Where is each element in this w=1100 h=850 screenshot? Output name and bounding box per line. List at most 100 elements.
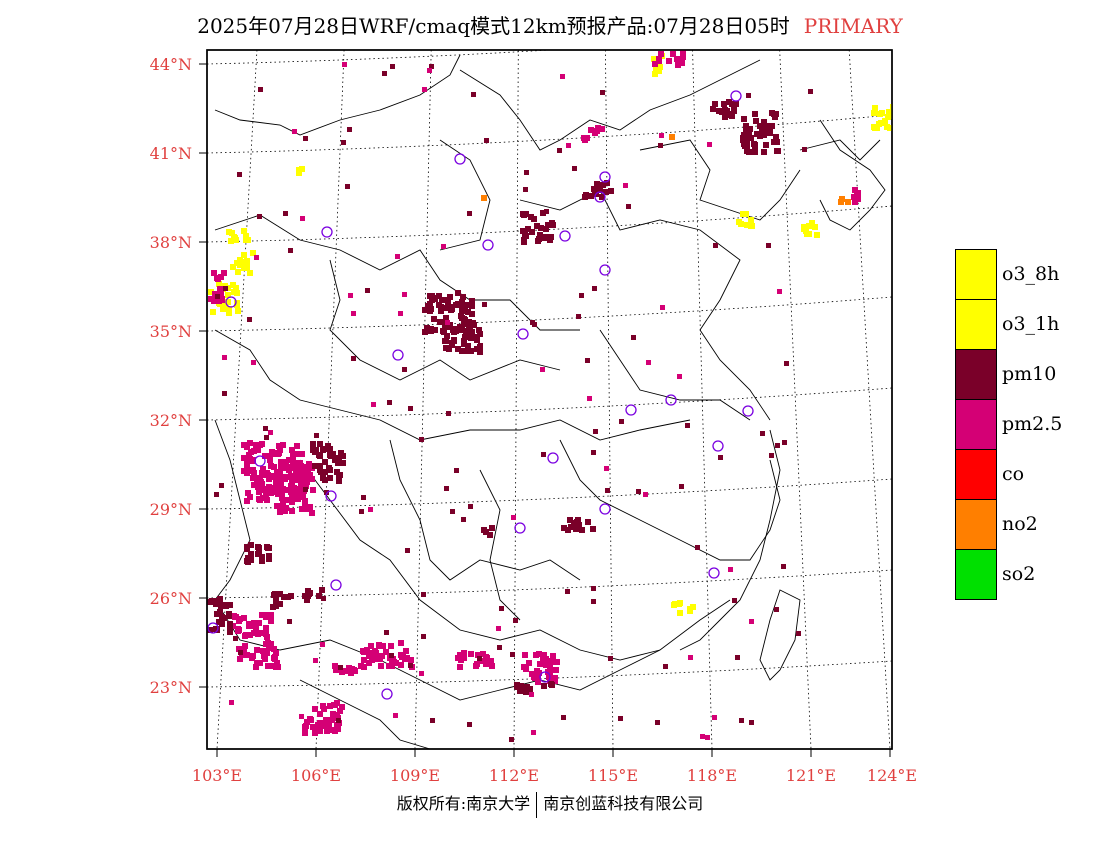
latitude-line: [207, 205, 892, 243]
pollution-cell: [623, 183, 628, 188]
lat-label: 35°N: [149, 322, 192, 341]
pollution-cell: [297, 494, 303, 500]
pollution-cell: [303, 483, 309, 489]
pollution-cell: [523, 211, 529, 217]
legend-label: o3_8h: [1002, 263, 1060, 285]
pollution-cell: [289, 457, 295, 463]
pollution-cell: [461, 321, 467, 327]
pollution-cell: [469, 329, 475, 335]
pollution-cell: [302, 725, 308, 731]
pollution-cell: [591, 450, 596, 455]
pollution-cell: [872, 105, 878, 111]
pollution-cell: [302, 729, 308, 735]
legend-swatch: [955, 299, 997, 350]
pollution-cell: [685, 423, 690, 428]
legend-item-so2: so2: [955, 549, 1095, 600]
pollution-cell: [322, 459, 328, 465]
pollution-cell: [372, 648, 378, 654]
pollution-cell: [658, 143, 663, 148]
pollution-cell: [761, 132, 767, 138]
pollution-cell: [308, 476, 314, 482]
pollution-cell: [234, 260, 240, 266]
city-marker: [254, 455, 266, 467]
pollution-cell: [325, 727, 331, 733]
pollution-cell: [259, 612, 265, 618]
pollution-cell: [655, 720, 660, 725]
pollution-cell: [890, 104, 892, 110]
pollution-cell: [608, 188, 614, 194]
pollution-cell: [419, 671, 424, 676]
pollution-cell: [777, 289, 782, 294]
pollution-cell: [806, 223, 812, 229]
pollution-cell: [320, 447, 326, 453]
pollution-cell: [604, 466, 609, 471]
pollution-cell: [761, 149, 767, 155]
city-marker: [381, 688, 393, 700]
pollution-cell: [293, 465, 299, 471]
pollution-cell: [447, 294, 453, 300]
pollution-cell: [313, 658, 318, 663]
pollution-cell: [814, 232, 820, 238]
pollution-cell: [782, 440, 787, 445]
pollution-cell: [264, 435, 269, 440]
pollution-cell: [365, 288, 370, 293]
city-marker: [665, 394, 677, 406]
pollution-cell: [315, 722, 321, 728]
pollution-cell: [450, 509, 455, 514]
pollution-cell: [474, 661, 480, 667]
pollution-cell: [279, 490, 285, 496]
pollution-cell: [214, 492, 219, 497]
pollution-cell: [371, 402, 376, 407]
pollution-cell: [327, 703, 333, 709]
pollution-cell: [332, 663, 338, 669]
pollution-cell: [332, 457, 338, 463]
lat-label: 41°N: [149, 144, 192, 163]
boundary-line: [439, 139, 491, 251]
pollution-cell: [757, 123, 763, 129]
pollution-cell: [289, 479, 295, 485]
pollution-cell: [300, 216, 305, 221]
pollution-cell: [221, 303, 227, 309]
pollution-cell: [266, 556, 272, 562]
pollution-cell: [567, 517, 573, 523]
pollution-cell: [247, 494, 253, 500]
pollution-cell: [455, 655, 461, 661]
pollution-cell: [336, 478, 342, 484]
pollution-cell: [317, 441, 323, 447]
pollution-cell: [219, 621, 225, 627]
pollution-cell: [509, 737, 514, 742]
pollution-cell: [321, 596, 326, 601]
pollution-cell: [389, 663, 395, 669]
pollution-cell: [538, 225, 544, 231]
pollution-cell: [619, 419, 624, 424]
pollution-cell: [289, 499, 295, 505]
pollution-cell: [695, 545, 700, 550]
pollution-cell: [774, 148, 780, 154]
pollution-cell: [576, 314, 581, 319]
map-border: [206, 49, 893, 750]
pollution-cell: [531, 730, 536, 735]
pollution-cell: [729, 113, 735, 119]
pollution-cell: [312, 706, 318, 712]
pollution-cell: [455, 290, 461, 296]
pollution-cell: [380, 643, 386, 649]
lon-label: 106°E: [290, 766, 342, 785]
pollution-cell: [769, 453, 774, 458]
pollution-cell: [599, 126, 605, 132]
pollution-cell: [774, 607, 779, 612]
pollution-cell: [553, 667, 559, 673]
pollution-cell: [536, 236, 542, 242]
pollution-cell: [228, 238, 234, 244]
pollution-cell: [232, 235, 238, 241]
pollution-cell: [289, 447, 295, 453]
legend-swatch: [955, 499, 997, 550]
pollution-cell: [480, 658, 486, 664]
pollution-cell: [462, 334, 468, 340]
pollution-cell: [242, 643, 248, 649]
latitude-line: [207, 478, 892, 510]
pollution-cell: [600, 182, 606, 188]
pollution-cell: [294, 443, 300, 449]
pollution-cell: [525, 226, 531, 232]
primary-tag: PRIMARY: [803, 14, 903, 38]
pollution-cell: [520, 228, 526, 234]
